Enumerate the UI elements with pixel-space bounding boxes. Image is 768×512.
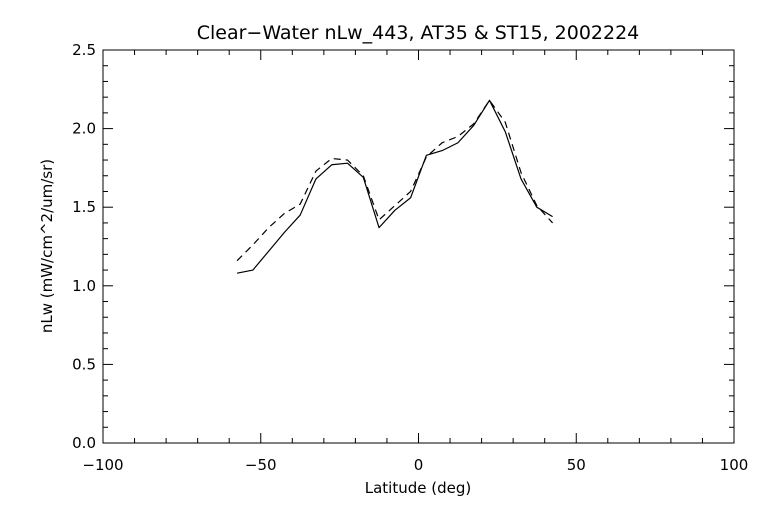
data-point-dashed (315, 170, 317, 172)
y-tick-label: 1.0 (72, 277, 96, 295)
data-point-dashed (520, 172, 522, 174)
series-line-dashed (236, 99, 554, 262)
data-point-dashed (425, 156, 427, 158)
data-point-dashed (504, 121, 506, 123)
x-tick-label: −50 (245, 456, 277, 474)
y-tick-label: 1.5 (72, 198, 96, 216)
data-point-dashed (299, 203, 301, 205)
x-axis-label: Latitude (deg) (365, 479, 471, 497)
chart-title: Clear−Water nLw_443, AT35 & ST15, 200222… (197, 22, 640, 44)
data-point-solid (504, 131, 506, 133)
data-point-solid (378, 227, 380, 229)
x-tick-label: 50 (567, 456, 586, 474)
y-axis: 0.0 0.5 1.0 1.5 2.0 2.5 (72, 41, 734, 452)
data-point-solid (441, 150, 443, 152)
data-point-dashed (410, 190, 412, 192)
data-point-solid (268, 250, 270, 252)
data-point-dashed (552, 222, 554, 224)
data-point-solid (283, 231, 285, 233)
data-point-dashed (457, 135, 459, 137)
data-point-dashed (536, 205, 538, 207)
data-point-dashed (283, 212, 285, 214)
data-point-dashed (268, 227, 270, 229)
data-point-dashed (394, 205, 396, 207)
data-point-dashed (378, 219, 380, 221)
data-point-solid (394, 209, 396, 211)
y-tick-label: 0.5 (72, 355, 96, 373)
data-point-dashed (236, 260, 238, 262)
data-point-solid (252, 269, 254, 271)
x-tick-label: 0 (414, 456, 424, 474)
plot-area (236, 99, 554, 274)
data-point-solid (457, 142, 459, 144)
x-tick-label: −100 (82, 456, 123, 474)
data-point-solid (331, 164, 333, 166)
data-point-solid (236, 272, 238, 274)
data-point-solid (299, 214, 301, 216)
data-point-dashed (473, 123, 475, 125)
y-tick-label: 2.5 (72, 41, 96, 59)
x-tick-label: 100 (720, 456, 749, 474)
data-point-dashed (252, 244, 254, 246)
data-point-solid (315, 178, 317, 180)
data-point-dashed (488, 99, 490, 101)
data-point-dashed (347, 159, 349, 161)
data-point-dashed (441, 142, 443, 144)
y-axis-label: nLw (mW/cm^2/um/sr) (38, 159, 56, 333)
data-point-solid (410, 197, 412, 199)
series-line-solid (236, 99, 553, 274)
data-point-solid (347, 162, 349, 164)
plot-frame (102, 49, 735, 444)
x-axis: −100 −50 0 50 100 (82, 50, 748, 474)
data-point-solid (552, 216, 554, 218)
data-point-dashed (362, 175, 364, 177)
data-point-solid (520, 178, 522, 180)
data-point-dashed (331, 157, 333, 159)
y-tick-label: 0.0 (72, 434, 96, 452)
y-tick-label: 2.0 (72, 120, 96, 138)
